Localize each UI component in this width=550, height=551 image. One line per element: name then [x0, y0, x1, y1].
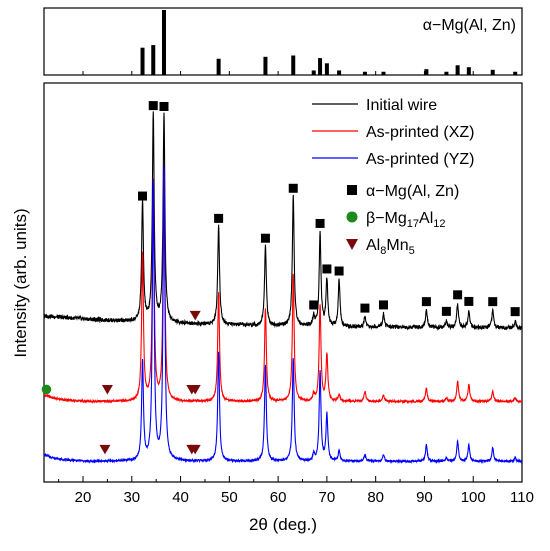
phase-legend-triangle-icon	[346, 239, 358, 250]
x-tick-label: 30	[123, 489, 140, 506]
reference-peak-bar	[513, 71, 518, 75]
phase-legend-label: β−Mg17Al12	[366, 210, 446, 230]
beta-phase-marker	[41, 384, 52, 395]
y-axis-title: Intensity (arb. units)	[11, 208, 30, 357]
alpha-phase-marker	[260, 233, 270, 243]
reference-peak-bar	[318, 58, 323, 75]
reference-peak-bar	[151, 45, 156, 75]
al8mn5-phase-marker	[189, 444, 201, 455]
phase-legend-label: Al8Mn5	[366, 237, 415, 257]
reference-peak-bar	[337, 70, 342, 75]
al8mn5-phase-marker	[189, 385, 201, 395]
alpha-phase-marker	[378, 300, 388, 310]
x-tick-label: 70	[319, 489, 336, 506]
series-line-2	[44, 166, 522, 405]
reference-panel: α−Mg(Al, Zn)	[43, 7, 523, 76]
reference-peak-bar	[466, 67, 471, 75]
reference-panel-ticks	[82, 71, 523, 75]
series-legend-label: As-printed (XZ)	[366, 124, 474, 141]
series-line-1	[44, 111, 522, 332]
reference-peak-bar	[490, 69, 495, 75]
reference-peak-bar	[444, 71, 449, 75]
series-legend-label: Initial wire	[366, 97, 437, 114]
alpha-phase-marker	[464, 296, 474, 306]
x-tick-label: 50	[221, 489, 238, 506]
reference-peak-bar	[324, 63, 329, 75]
alpha-phase-marker	[315, 218, 325, 228]
phase-legend-circle-icon	[346, 211, 358, 223]
x-axis-tick-labels: 20 30 40 50 60 70 80 90 100 110	[75, 489, 534, 506]
phase-legend-square-icon	[347, 185, 357, 195]
plot-frame	[43, 82, 523, 483]
series-legend-label: As-printed (YZ)	[366, 151, 474, 168]
alpha-phase-marker	[309, 300, 319, 310]
x-tick-label: 40	[172, 489, 189, 506]
reference-peak-bar	[311, 70, 316, 75]
alpha-phase-marker	[214, 213, 224, 223]
phase-markers	[41, 101, 520, 455]
phase-legend-label: α−Mg(Al, Zn)	[366, 183, 459, 200]
x-tick-label: 100	[461, 489, 486, 506]
series-lines	[44, 111, 522, 465]
reference-peak-bars	[140, 10, 518, 75]
reference-peak-bar	[263, 56, 268, 75]
reference-peak-bar	[424, 69, 429, 75]
reference-peak-bar	[362, 71, 367, 75]
alpha-phase-marker	[510, 307, 520, 317]
reference-peak-bar	[216, 58, 221, 75]
alpha-phase-marker	[421, 297, 431, 307]
reference-peak-bar	[140, 47, 145, 75]
al8mn5-phase-marker	[189, 310, 201, 321]
reference-phase-label: α−Mg(Al, Zn)	[423, 17, 516, 34]
alpha-phase-marker	[138, 191, 148, 201]
reference-peak-bar	[161, 10, 166, 75]
alpha-phase-marker	[148, 101, 158, 111]
series-line-3	[44, 165, 522, 465]
alpha-phase-marker	[159, 101, 169, 111]
main-plot: 20 30 40 50 60 70 80 90 100 110	[41, 82, 534, 506]
x-tick-label: 20	[75, 489, 92, 506]
alpha-phase-marker	[322, 264, 332, 274]
x-tick-label: 90	[416, 489, 433, 506]
alpha-phase-marker	[360, 303, 370, 313]
reference-panel-frame	[43, 7, 523, 76]
phase-legend: α−Mg(Al, Zn) β−Mg17Al12 Al8Mn5	[346, 183, 459, 257]
x-tick-label: 110	[510, 489, 534, 506]
alpha-phase-marker	[334, 266, 344, 276]
series-legend: Initial wire As-printed (XZ) As-printed (Y…	[312, 97, 474, 168]
alpha-phase-marker	[488, 297, 498, 307]
reference-peak-bar	[291, 55, 296, 75]
al8mn5-phase-marker	[101, 385, 113, 395]
reference-peak-bar	[455, 65, 460, 75]
x-axis-title: 2θ (deg.)	[249, 515, 317, 534]
alpha-phase-marker	[441, 306, 451, 316]
al8mn5-phase-marker	[99, 444, 111, 455]
x-tick-label: 80	[367, 489, 384, 506]
reference-peak-bar	[381, 71, 386, 75]
alpha-phase-marker	[453, 290, 463, 300]
x-tick-label: 60	[270, 489, 287, 506]
alpha-phase-marker	[288, 183, 298, 193]
x-axis-ticks	[58, 476, 523, 482]
